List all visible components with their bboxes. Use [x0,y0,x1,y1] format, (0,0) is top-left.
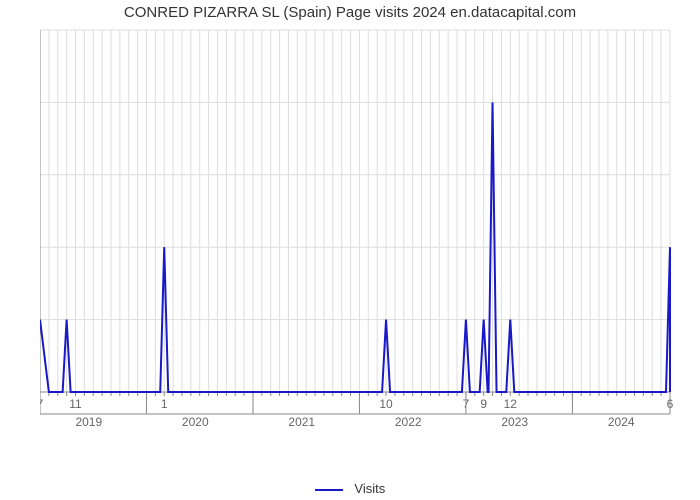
svg-text:11: 11 [69,397,82,411]
chart-title: CONRED PIZARRA SL (Spain) Page visits 20… [0,4,700,21]
svg-text:2019: 2019 [75,415,102,429]
legend: Visits [0,481,700,496]
chart-svg: 0123457111107912620192020202120222023202… [40,24,680,444]
svg-text:2022: 2022 [395,415,422,429]
svg-text:9: 9 [480,397,487,411]
svg-text:2021: 2021 [288,415,315,429]
legend-swatch [315,489,343,491]
svg-text:7: 7 [40,397,44,411]
plot-area: 0123457111107912620192020202120222023202… [40,24,680,444]
svg-text:12: 12 [504,397,518,411]
svg-text:2020: 2020 [182,415,209,429]
legend-label: Visits [354,481,385,496]
svg-text:10: 10 [379,397,393,411]
svg-text:2024: 2024 [608,415,635,429]
chart-container: CONRED PIZARRA SL (Spain) Page visits 20… [0,0,700,500]
svg-text:2023: 2023 [501,415,528,429]
svg-text:1: 1 [161,397,168,411]
